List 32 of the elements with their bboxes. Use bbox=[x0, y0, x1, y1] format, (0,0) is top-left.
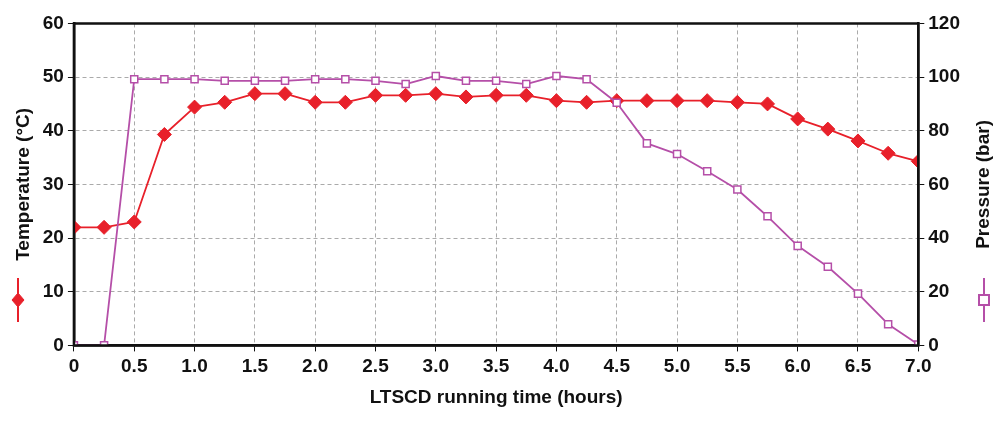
x-tick-label: 4.5 bbox=[603, 355, 631, 377]
x-tick-label: 0 bbox=[68, 355, 80, 377]
y-axis-title: Temperature (°C) bbox=[11, 107, 33, 261]
x-tick-label: 7.0 bbox=[905, 355, 932, 377]
y2-tick-label: 0 bbox=[928, 333, 939, 355]
y-tick-label: 10 bbox=[42, 279, 64, 301]
y-tick-label: 40 bbox=[42, 118, 64, 140]
y-tick-label: 0 bbox=[53, 333, 64, 355]
y-tick-label: 20 bbox=[42, 226, 64, 248]
x-tick-label: 2.0 bbox=[301, 355, 329, 377]
x-tick-label: 0.5 bbox=[121, 355, 148, 377]
y2-tick-label: 120 bbox=[928, 11, 960, 33]
x-tick-label: 1.0 bbox=[181, 355, 208, 377]
y-tick-label: 50 bbox=[42, 65, 64, 87]
x-tick-label: 5.5 bbox=[724, 355, 751, 377]
x-tick-label: 6.0 bbox=[784, 355, 811, 377]
x-tick-label: 3.0 bbox=[422, 355, 450, 377]
y2-tick-label: 60 bbox=[928, 172, 950, 194]
x-tick-label: 5.0 bbox=[663, 355, 691, 377]
y-tick-label: 30 bbox=[42, 172, 64, 194]
x-tick-label: 4.0 bbox=[543, 355, 570, 377]
y2-tick-label: 100 bbox=[928, 65, 960, 87]
x-axis-title: LTSCD running time (hours) bbox=[369, 385, 623, 407]
x-tick-label: 3.5 bbox=[482, 355, 510, 377]
y2-tick-label: 80 bbox=[928, 118, 950, 140]
x-tick-label: 1.5 bbox=[241, 355, 269, 377]
y-tick-label: 60 bbox=[42, 11, 64, 33]
y2-axis-title: Pressure (bar) bbox=[972, 119, 994, 249]
y2-tick-label: 40 bbox=[928, 226, 950, 248]
x-tick-label: 6.5 bbox=[844, 355, 872, 377]
x-tick-label: 2.5 bbox=[362, 355, 390, 377]
y2-tick-label: 20 bbox=[928, 279, 950, 301]
